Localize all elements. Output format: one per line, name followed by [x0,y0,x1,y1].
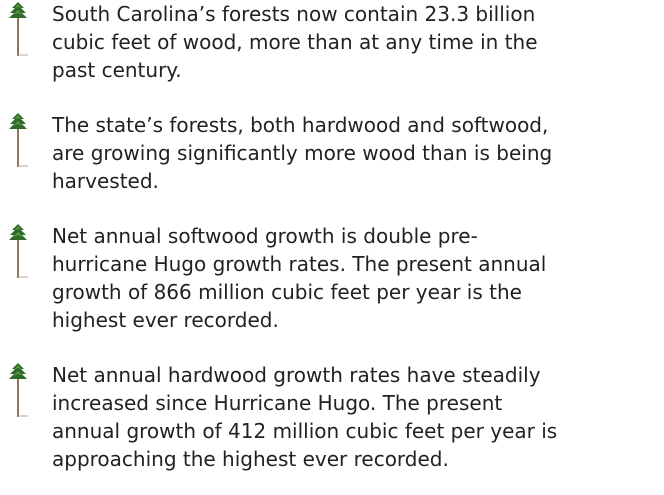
text-line: Net annual softwood growth is double pre… [52,222,546,250]
tree-icon [4,361,44,419]
text-line: hurricane Hugo growth rates. The present… [52,250,546,278]
text-line: harvested. [52,167,552,195]
text-line: Net annual hardwood growth rates have st… [52,361,557,389]
text-line: approaching the highest ever recorded. [52,445,557,473]
text-line: highest ever recorded. [52,306,546,334]
fact-item: Net annual softwood growth is double pre… [0,222,664,334]
text-line: increased since Hurricane Hugo. The pres… [52,389,557,417]
text-line: South Carolina’s forests now contain 23.… [52,0,538,28]
text-line: The state’s forests, both hardwood and s… [52,111,552,139]
fact-text: The state’s forests, both hardwood and s… [52,111,552,195]
page: {"items": [ {"lines": ["South Carolina\u… [0,0,664,495]
text-line: are growing significantly more wood than… [52,139,552,167]
fact-text: Net annual hardwood growth rates have st… [52,361,557,473]
tree-icon [4,111,44,169]
fact-item: Net annual hardwood growth rates have st… [0,361,664,473]
fact-item: South Carolina’s forests now contain 23.… [0,0,664,84]
tree-icon [4,0,44,58]
fact-list: South Carolina’s forests now contain 23.… [0,0,664,495]
text-line: past century. [52,56,538,84]
fact-text: Net annual softwood growth is double pre… [52,222,546,334]
tree-icon [4,222,44,280]
text-line: growth of 866 million cubic feet per yea… [52,278,546,306]
text-line: cubic feet of wood, more than at any tim… [52,28,538,56]
fact-text: South Carolina’s forests now contain 23.… [52,0,538,84]
text-line: annual growth of 412 million cubic feet … [52,417,557,445]
fact-item: The state’s forests, both hardwood and s… [0,111,664,195]
